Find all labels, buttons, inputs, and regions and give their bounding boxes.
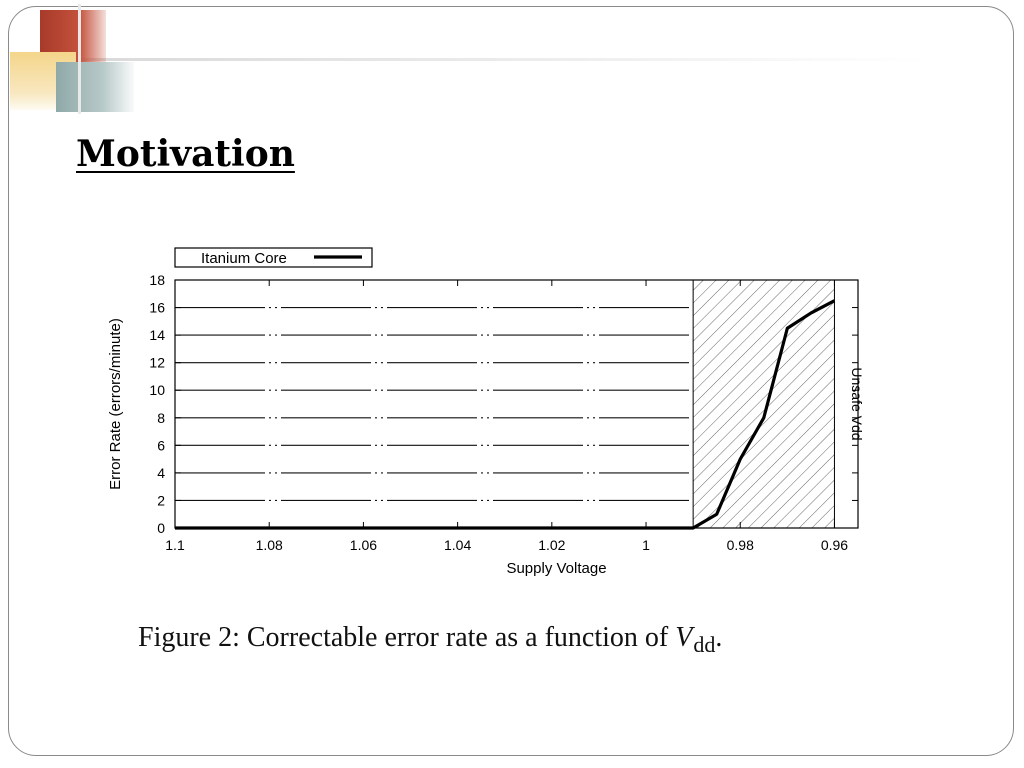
y-tick-label: 18: [149, 272, 165, 288]
x-tick-label: 1: [642, 537, 650, 553]
x-tick-label: 1.1: [165, 537, 185, 553]
x-tick-label: 1.02: [538, 537, 565, 553]
y-tick-label: 14: [149, 327, 165, 343]
y-tick-label: 4: [157, 465, 165, 481]
y-tick-label: 16: [149, 300, 165, 316]
y-tick-label: 8: [157, 410, 165, 426]
caption-text: Figure 2: Correctable error rate as a fu…: [138, 622, 669, 653]
decorative-rule-horizontal: [48, 58, 928, 61]
x-tick-label: 1.08: [256, 537, 283, 553]
slide-frame: [8, 6, 1014, 756]
legend-label: Itanium Core: [201, 250, 287, 267]
y-tick-label: 2: [157, 492, 165, 508]
decorative-block-teal: [56, 62, 134, 112]
series-line-itanium-core: [175, 299, 836, 530]
decorative-rule-vertical: [78, 4, 81, 114]
y-tick-label: 0: [157, 520, 165, 536]
y-tick-label: 10: [149, 382, 165, 398]
x-axis-label: Supply Voltage: [506, 560, 606, 577]
x-tick-label: 0.96: [821, 537, 848, 553]
y-axis-label: Error Rate (errors/minute): [107, 318, 124, 490]
figure-caption: Figure 2: Correctable error rate as a fu…: [138, 622, 722, 658]
x-tick-label: 0.98: [727, 537, 754, 553]
caption-subscript: dd: [693, 632, 716, 657]
x-tick-label: 1.04: [444, 537, 471, 553]
caption-variable: V: [675, 622, 693, 653]
caption-period: .: [715, 622, 723, 653]
unsafe-vdd-annotation: Unsafe Vdd: [849, 367, 865, 440]
legend-box: [174, 247, 373, 268]
x-tick-label: 1.06: [350, 537, 377, 553]
slide-title: Motivation: [76, 133, 295, 175]
y-tick-label: 6: [157, 437, 165, 453]
unsafe-region-hatch: [693, 280, 835, 528]
error-rate-chart: 0 2 4 6 8 10 12 14 16 18 1.1 1.08 1.06 1.04 1.02 1 0.98 0…: [107, 247, 865, 577]
y-tick-label: 12: [149, 355, 165, 371]
